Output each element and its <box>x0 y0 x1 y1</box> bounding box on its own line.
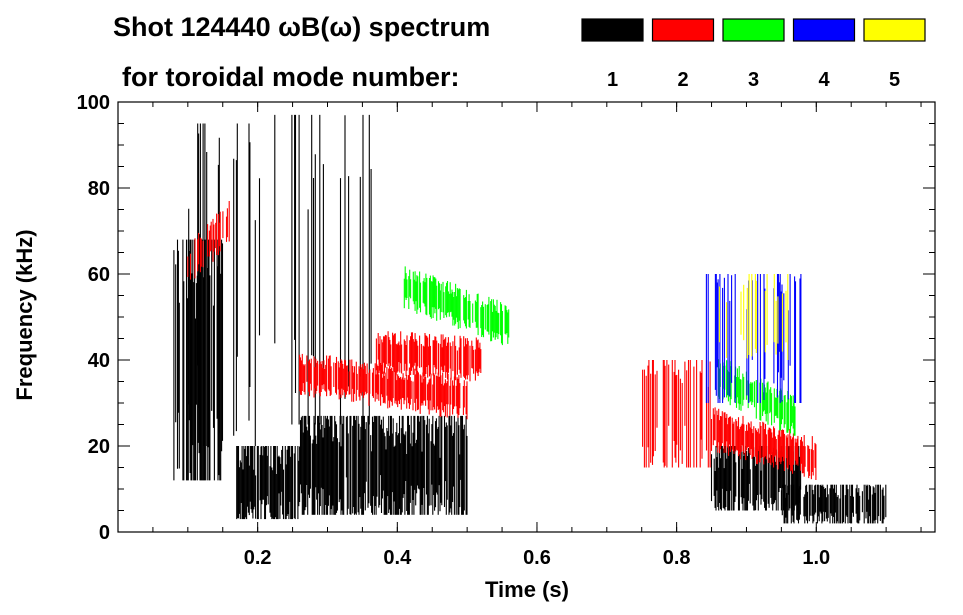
y-tick-label: 60 <box>88 264 110 286</box>
legend-swatch <box>581 18 644 42</box>
y-tick-label: 80 <box>88 178 110 200</box>
y-tick-label: 20 <box>88 436 110 458</box>
x-tick-label: 0.8 <box>663 547 691 569</box>
legend-mode-number: 4 <box>818 69 830 91</box>
series-n-1-decay <box>780 484 887 524</box>
x-tick-label: 0.4 <box>383 547 412 569</box>
y-tick-label: 0 <box>99 522 110 544</box>
legend-mode-number: 3 <box>748 69 759 91</box>
legend-mode-number: 5 <box>889 69 900 91</box>
legend-mode-number: 2 <box>677 69 688 91</box>
series-n-3-chirp <box>403 266 510 346</box>
x-tick-label: 1.0 <box>802 547 830 569</box>
y-axis-label: Frequency (kHz) <box>12 229 37 400</box>
y-tick-label: 40 <box>88 350 110 372</box>
series-n-2-chirp-b <box>375 331 482 382</box>
series-n-5-scattered <box>718 274 789 360</box>
series-n-1-low-band-a <box>236 446 300 520</box>
legend-swatch <box>651 18 715 42</box>
spectrum-data <box>173 114 887 524</box>
series-n-2-late <box>642 360 711 468</box>
series-n-1-spikes <box>258 114 372 425</box>
x-tick-label: 0.6 <box>523 547 551 569</box>
axes: 0.2 0.4 0.6 0.8 1.0 0 20 40 60 80 100 <box>77 92 936 569</box>
series-n-1-early-spikes <box>188 123 256 446</box>
legend-mode-number: 1 <box>607 69 618 91</box>
x-tick-label: 0.2 <box>244 547 272 569</box>
series-n-2-chirp-a <box>299 353 468 420</box>
series-n-1-main-blob <box>299 415 468 515</box>
legend: 1 2 3 4 5 <box>581 18 926 91</box>
x-axis-label: Time (s) <box>485 577 569 602</box>
legend-swatch <box>722 18 785 42</box>
series-n-2-early <box>187 201 230 280</box>
chart-title-line2: for toroidal mode number: <box>122 62 460 92</box>
legend-swatch <box>792 18 856 42</box>
series-n-2-late-chirp <box>710 407 817 480</box>
y-tick-label: 100 <box>77 92 110 114</box>
chart-title-line1: Shot 124440 ωB(ω) spectrum <box>113 12 490 42</box>
legend-swatch <box>863 18 926 42</box>
